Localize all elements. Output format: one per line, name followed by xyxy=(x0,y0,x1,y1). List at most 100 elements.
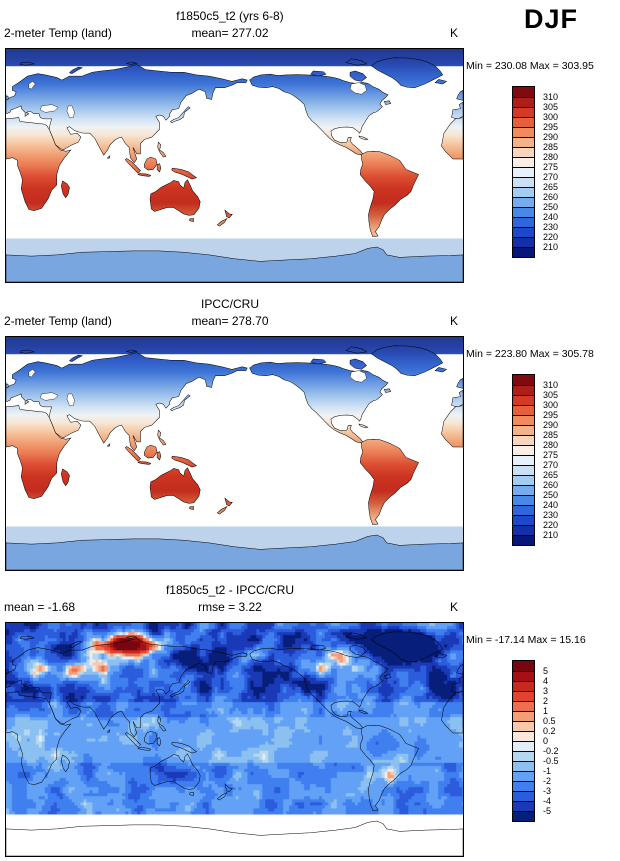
colorbar-tick-label: 5 xyxy=(543,666,549,676)
colorbar-tick-label: 275 xyxy=(543,450,559,460)
colorbar-tick-label: 0.2 xyxy=(543,726,556,736)
panel-model: f1850c5_t2 (yrs 6-8) 2-meter Temp (land)… xyxy=(0,0,620,283)
colorbar-swatch xyxy=(513,671,534,681)
colorbar-tick-label: 3 xyxy=(543,686,549,696)
colorbar-tick-label: 290 xyxy=(543,420,559,430)
colorbar-swatch xyxy=(513,405,534,415)
colorbar-swatch xyxy=(513,811,534,821)
colorbar-swatch xyxy=(513,237,534,247)
map-model xyxy=(5,48,464,283)
variable-label: 2-meter Temp (land) xyxy=(4,314,112,328)
colorbar-tick-label: 2 xyxy=(543,696,549,706)
colorbar-tick-label: 285 xyxy=(543,430,559,440)
panel-subheader: 2-meter Temp (land) mean= 277.02 K xyxy=(0,24,460,42)
colorbar-swatch xyxy=(513,247,534,257)
colorbar-tick-label: 1 xyxy=(543,706,549,716)
colorbar-tick-label: 250 xyxy=(543,490,559,500)
colorbar-swatch xyxy=(513,207,534,217)
colorbar-tick-label: 4 xyxy=(543,676,549,686)
colorbar-swatch xyxy=(513,701,534,711)
colorbar-tick-label: 305 xyxy=(543,390,559,400)
colorbar-tick-label: 300 xyxy=(543,400,559,410)
colorbar-swatch xyxy=(513,801,534,811)
colorbar-tick-label: -0.5 xyxy=(543,756,559,766)
colorbar-tick-label: 230 xyxy=(543,510,559,520)
colorbar-swatch xyxy=(513,375,534,385)
colorbar-swatches xyxy=(512,374,535,546)
colorbar-swatch xyxy=(513,791,534,801)
colorbar-tick-label: 220 xyxy=(543,520,559,530)
map-obs xyxy=(5,336,464,571)
colorbar-tick-label: 310 xyxy=(543,92,559,102)
colorbar-swatch xyxy=(513,127,534,137)
colorbar-swatch xyxy=(513,177,534,187)
panel-diff: f1850c5_t2 - IPCC/CRU mean = -1.68 rmse … xyxy=(0,582,620,857)
colorbar-tick-label: 240 xyxy=(543,212,559,222)
season-label: DJF xyxy=(524,4,579,34)
colorbar-tick-label: 280 xyxy=(543,440,559,450)
minmax-label: Min = 230.08 Max = 303.95 xyxy=(466,60,594,72)
colorbar-swatch xyxy=(513,741,534,751)
colorbar-temperature: 310 305 300 295 290 285 280 275 270 265 260 250 240 2… xyxy=(512,374,618,546)
colorbar-tick-label: 300 xyxy=(543,112,559,122)
colorbar-tick-label: 270 xyxy=(543,172,559,182)
colorbar-tick-label: 220 xyxy=(543,232,559,242)
units-label: K xyxy=(449,314,458,328)
legend-area: Min = 223.80 Max = 305.78 310 305 300 295 29… xyxy=(466,296,618,546)
colorbar-tick-label: 210 xyxy=(543,530,559,540)
colorbar-swatch xyxy=(513,711,534,721)
colorbar-swatch xyxy=(513,761,534,771)
colorbar-tick-label: 270 xyxy=(543,460,559,470)
colorbar-tick-label: -5 xyxy=(543,806,552,816)
colorbar-difference: 5 4 3 2 1 0.5 0.2 0 -0.2 -0.5 -1 -2 -3 -4 -5 xyxy=(512,660,618,822)
colorbar-tick-label: 265 xyxy=(543,182,559,192)
colorbar-swatch xyxy=(513,691,534,701)
colorbar-swatch xyxy=(513,495,534,505)
mean-stat: mean= 278.70 xyxy=(191,314,269,328)
colorbar-tick-label: 285 xyxy=(543,142,559,152)
colorbar-swatch xyxy=(513,721,534,731)
minmax-label: Min = 223.80 Max = 305.78 xyxy=(466,348,594,360)
panel-title: f1850c5_t2 - IPCC/CRU xyxy=(165,583,295,597)
units-label: K xyxy=(449,600,458,614)
colorbar-swatch xyxy=(513,465,534,475)
colorbar-swatch xyxy=(513,535,534,545)
colorbar-swatch xyxy=(513,515,534,525)
panel-obs: IPCC/CRU 2-meter Temp (land) mean= 278.7… xyxy=(0,296,620,571)
colorbar-tick-label: -0.2 xyxy=(543,746,559,756)
colorbar-tick-label: 260 xyxy=(543,192,559,202)
colorbar-swatch xyxy=(513,455,534,465)
colorbar-swatch xyxy=(513,731,534,741)
colorbar-tick-label: 250 xyxy=(543,202,559,212)
world-map-diff-outline xyxy=(6,631,463,856)
colorbar-swatches xyxy=(512,660,535,822)
colorbar-tick-label: -2 xyxy=(543,776,552,786)
colorbar-swatch xyxy=(513,505,534,515)
colorbar-swatch xyxy=(513,217,534,227)
colorbar-tick-label: 240 xyxy=(543,500,559,510)
panel-title: f1850c5_t2 (yrs 6-8) xyxy=(176,9,284,23)
colorbar-swatch xyxy=(513,415,534,425)
legend-area: Min = -17.14 Max = 15.16 5 4 3 2 1 0.5 0.2 0 -0.… xyxy=(466,582,618,822)
colorbar-tick-label: 290 xyxy=(543,132,559,142)
colorbar-tick-label: 230 xyxy=(543,222,559,232)
colorbar-swatch xyxy=(513,681,534,691)
colorbar-swatch xyxy=(513,661,534,671)
colorbar-tick-label: 310 xyxy=(543,380,559,390)
colorbar-temperature: 310 305 300 295 290 285 280 275 270 265 260 250 240 2… xyxy=(512,86,618,258)
colorbar-tick-label: -3 xyxy=(543,786,552,796)
colorbar-swatch xyxy=(513,435,534,445)
colorbar-tick-label: 265 xyxy=(543,470,559,480)
colorbar-swatch xyxy=(513,751,534,761)
colorbar-swatch xyxy=(513,167,534,177)
colorbar-tick-label: 0 xyxy=(543,736,549,746)
colorbar-swatch xyxy=(513,197,534,207)
colorbar-swatch xyxy=(513,87,534,97)
world-map-model xyxy=(6,49,463,282)
variable-label: 2-meter Temp (land) xyxy=(4,26,112,40)
colorbar-swatch xyxy=(513,147,534,157)
units-label: K xyxy=(449,26,458,40)
panel-subheader: mean = -1.68 rmse = 3.22 K xyxy=(0,598,460,616)
colorbar-swatch xyxy=(513,395,534,405)
world-map-obs xyxy=(6,337,463,570)
